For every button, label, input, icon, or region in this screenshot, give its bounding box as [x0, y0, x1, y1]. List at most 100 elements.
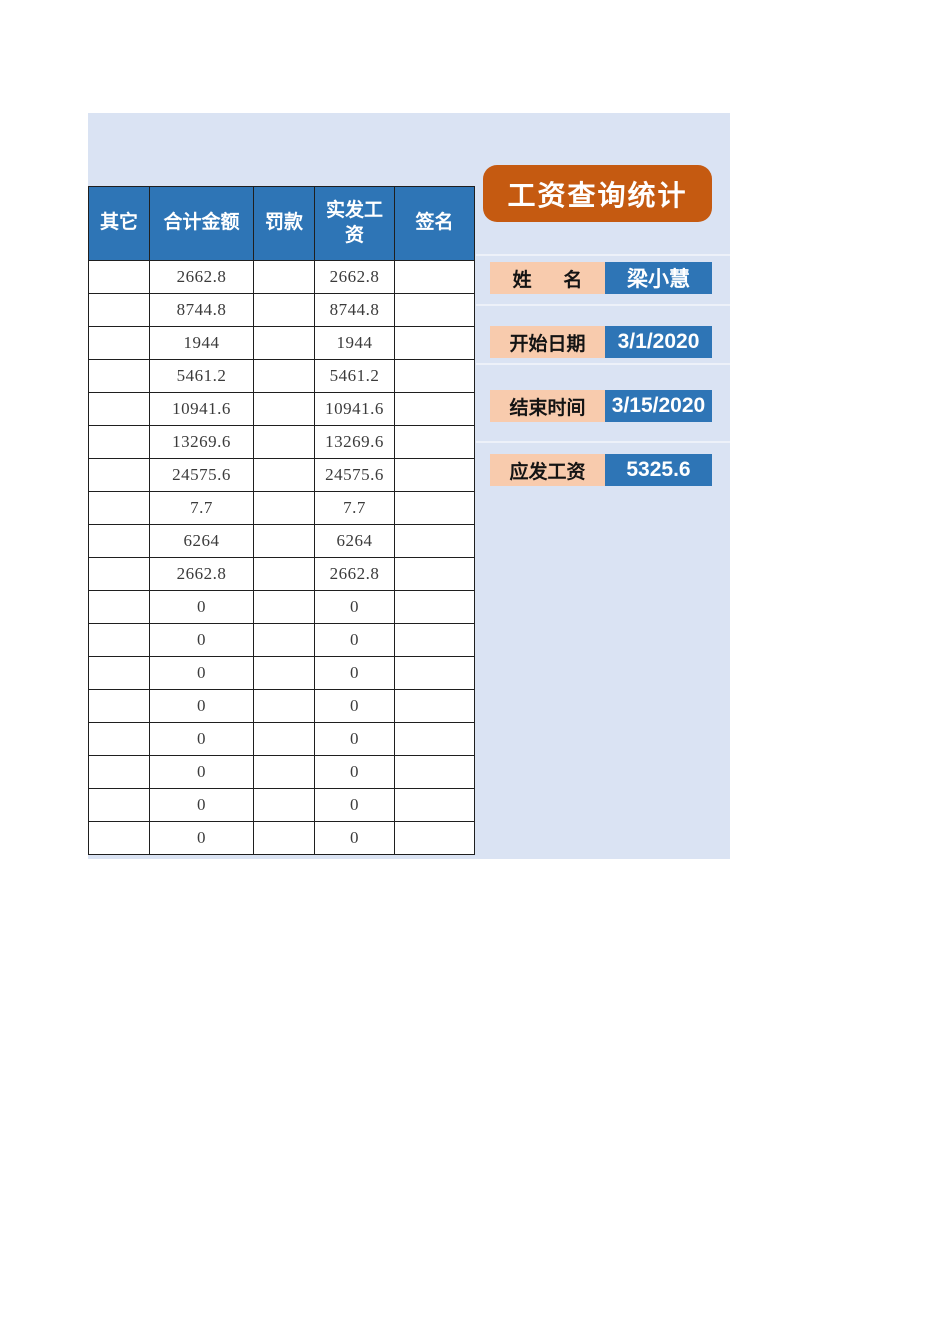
table-cell[interactable]: [394, 260, 475, 294]
table-cell[interactable]: [394, 722, 475, 756]
table-cell[interactable]: 0: [149, 590, 254, 624]
table-cell[interactable]: 0: [314, 788, 395, 822]
column-header-3[interactable]: 罚款: [253, 186, 315, 261]
table-cell[interactable]: 0: [314, 623, 395, 657]
table-cell[interactable]: [88, 359, 150, 393]
table-cell[interactable]: [88, 755, 150, 789]
table-cell[interactable]: 7.7: [314, 491, 395, 525]
table-cell[interactable]: [88, 458, 150, 492]
table-cell[interactable]: 0: [149, 623, 254, 657]
table-cell[interactable]: [88, 656, 150, 690]
table-cell[interactable]: 0: [314, 722, 395, 756]
table-cell[interactable]: [394, 590, 475, 624]
table-cell[interactable]: 0: [314, 821, 395, 855]
table-cell[interactable]: [253, 590, 315, 624]
table-cell[interactable]: 6264: [314, 524, 395, 558]
table-cell[interactable]: [88, 557, 150, 591]
table-cell[interactable]: [394, 425, 475, 459]
table-cell[interactable]: 13269.6: [149, 425, 254, 459]
table-cell[interactable]: 0: [149, 755, 254, 789]
table-cell[interactable]: [88, 425, 150, 459]
table-cell[interactable]: [88, 392, 150, 426]
table-cell[interactable]: 10941.6: [149, 392, 254, 426]
table-cell[interactable]: [88, 788, 150, 822]
table-cell[interactable]: [394, 293, 475, 327]
table-cell[interactable]: 5461.2: [149, 359, 254, 393]
table-cell[interactable]: [253, 326, 315, 360]
table-cell[interactable]: [394, 491, 475, 525]
table-cell[interactable]: [253, 722, 315, 756]
table-cell[interactable]: [394, 359, 475, 393]
table-cell[interactable]: [253, 821, 315, 855]
table-cell[interactable]: [394, 755, 475, 789]
column-header-5[interactable]: 签名: [394, 186, 475, 261]
table-cell[interactable]: [253, 623, 315, 657]
table-cell[interactable]: [394, 821, 475, 855]
table-cell[interactable]: [394, 458, 475, 492]
table-cell[interactable]: [394, 689, 475, 723]
table-cell[interactable]: 24575.6: [149, 458, 254, 492]
table-cell[interactable]: 0: [314, 656, 395, 690]
table-cell[interactable]: [253, 755, 315, 789]
table-cell[interactable]: 8744.8: [149, 293, 254, 327]
table-cell[interactable]: [394, 656, 475, 690]
table-cell[interactable]: [88, 623, 150, 657]
table-cell[interactable]: [253, 359, 315, 393]
table-cell[interactable]: [394, 524, 475, 558]
table-cell[interactable]: [253, 689, 315, 723]
table-cell[interactable]: 2662.8: [314, 557, 395, 591]
table-cell[interactable]: [394, 788, 475, 822]
table-cell[interactable]: 7.7: [149, 491, 254, 525]
table-cell[interactable]: [253, 788, 315, 822]
table-cell[interactable]: [253, 656, 315, 690]
table-cell[interactable]: 0: [149, 656, 254, 690]
table-cell[interactable]: [88, 722, 150, 756]
column-header-1[interactable]: 其它: [88, 186, 150, 261]
table-cell[interactable]: 0: [314, 590, 395, 624]
table-row: 13269.6 13269.6: [88, 425, 475, 459]
table-cell[interactable]: 2662.8: [149, 260, 254, 294]
table-cell[interactable]: 2662.8: [149, 557, 254, 591]
table-cell[interactable]: [88, 590, 150, 624]
column-header-2[interactable]: 合计金额: [149, 186, 254, 261]
table-cell[interactable]: [253, 491, 315, 525]
table-cell[interactable]: [253, 425, 315, 459]
table-cell[interactable]: [88, 689, 150, 723]
table-cell[interactable]: 0: [149, 689, 254, 723]
start-date-value-cell[interactable]: 3/1/2020: [605, 326, 712, 358]
table-cell[interactable]: [88, 491, 150, 525]
table-cell[interactable]: 24575.6: [314, 458, 395, 492]
table-cell[interactable]: [88, 260, 150, 294]
table-cell[interactable]: 1944: [314, 326, 395, 360]
table-cell[interactable]: [394, 392, 475, 426]
table-cell[interactable]: 10941.6: [314, 392, 395, 426]
table-cell[interactable]: 6264: [149, 524, 254, 558]
table-cell[interactable]: [88, 821, 150, 855]
table-cell[interactable]: [88, 293, 150, 327]
table-cell[interactable]: 0: [314, 755, 395, 789]
table-cell[interactable]: 0: [149, 788, 254, 822]
table-cell[interactable]: [394, 326, 475, 360]
name-value-cell[interactable]: 梁小慧: [605, 262, 712, 294]
table-cell[interactable]: [394, 557, 475, 591]
column-header-4[interactable]: 实发工资: [314, 186, 395, 261]
table-cell[interactable]: 1944: [149, 326, 254, 360]
table-cell[interactable]: [253, 524, 315, 558]
table-cell[interactable]: [88, 326, 150, 360]
payable-salary-value-cell[interactable]: 5325.6: [605, 454, 712, 486]
table-cell[interactable]: [253, 392, 315, 426]
table-cell[interactable]: [394, 623, 475, 657]
table-cell[interactable]: [253, 458, 315, 492]
table-cell[interactable]: [253, 260, 315, 294]
table-cell[interactable]: 0: [149, 722, 254, 756]
table-cell[interactable]: 2662.8: [314, 260, 395, 294]
table-cell[interactable]: [88, 524, 150, 558]
end-date-value-cell[interactable]: 3/15/2020: [605, 390, 712, 422]
table-cell[interactable]: 13269.6: [314, 425, 395, 459]
table-cell[interactable]: 8744.8: [314, 293, 395, 327]
table-cell[interactable]: [253, 293, 315, 327]
table-cell[interactable]: 5461.2: [314, 359, 395, 393]
table-cell[interactable]: 0: [149, 821, 254, 855]
table-cell[interactable]: 0: [314, 689, 395, 723]
table-cell[interactable]: [253, 557, 315, 591]
